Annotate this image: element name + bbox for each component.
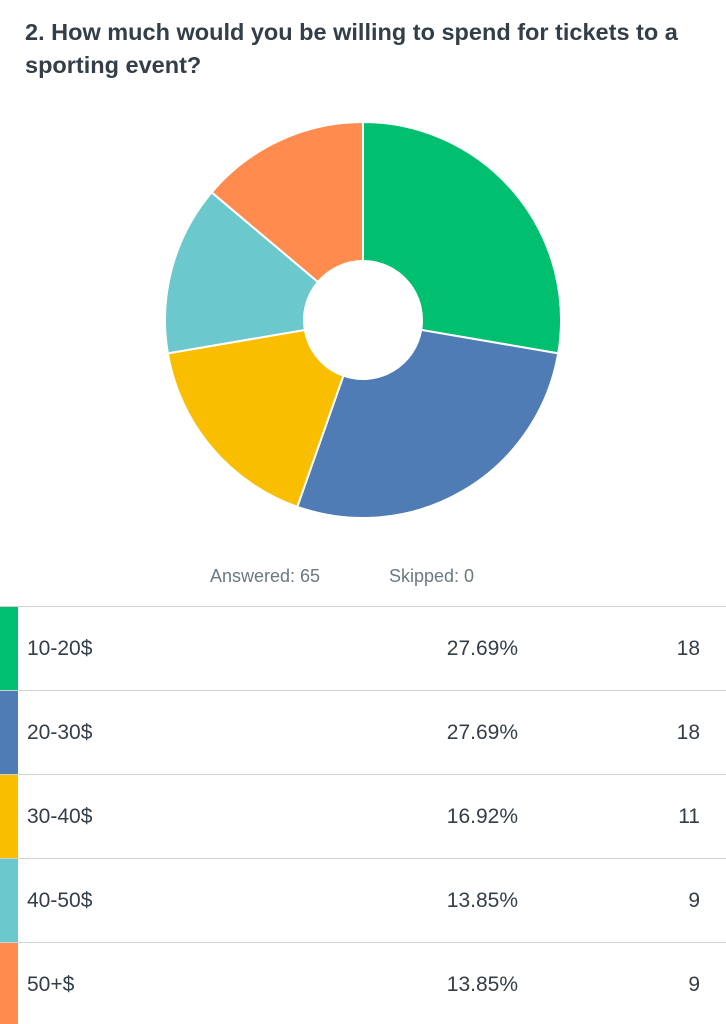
answer-percent: 13.85% [446,888,518,912]
pie-slice-30-40[interactable] [166,328,345,509]
skipped-count: Skipped: 0 [389,566,475,586]
answer-count: 18 [676,720,700,744]
answer-label: 40-50$ [27,888,93,912]
color-swatch [0,691,18,774]
table-row: 10-20$ 27.69% 18 [0,606,726,690]
answer-count: 18 [676,636,700,660]
pie-slice-20-30[interactable] [296,328,560,519]
answer-label: 10-20$ [27,636,93,660]
pie-slice-40-50[interactable] [164,190,320,355]
answer-count: 9 [688,888,700,912]
table-row: 30-40$ 16.92% 11 [0,774,726,858]
answer-count: 9 [688,972,700,996]
color-swatch [0,859,18,942]
answer-count: 11 [678,804,700,828]
answer-label: 50+$ [27,972,75,996]
answer-percent: 13.85% [446,972,518,996]
pie-slice-50[interactable] [210,120,364,284]
color-swatch [0,943,18,1024]
color-swatch [0,775,18,858]
table-row: 50+$ 13.85% 9 [0,942,726,1024]
answer-percent: 27.69% [446,720,518,744]
donut-chart [164,120,562,519]
question-title: 2. How much would you be willing to spen… [25,19,678,78]
answer-label: 20-30$ [27,720,93,744]
answer-percent: 16.92% [446,804,518,828]
answer-label: 30-40$ [27,804,93,828]
color-swatch [0,607,18,690]
answered-count: Answered: 65 [210,566,321,586]
donut-chart-container [0,100,726,550]
pie-slice-10-20[interactable] [362,120,562,355]
table-row: 20-30$ 27.69% 18 [0,690,726,774]
answer-percent: 27.69% [446,636,518,660]
results-table: 10-20$ 27.69% 18 20-30$ 27.69% 18 30-40$… [0,606,726,1024]
table-row: 40-50$ 13.85% 9 [0,858,726,942]
